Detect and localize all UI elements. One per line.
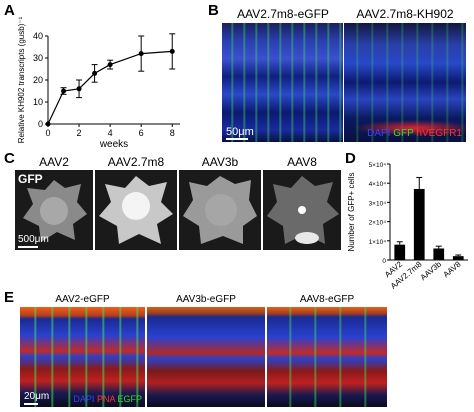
flatmount-aav2: GFP 500μm xyxy=(15,170,93,250)
scale-bar-e xyxy=(24,403,38,405)
stain-label-c: GFP xyxy=(18,172,43,186)
flatmount-aav27m8-shape xyxy=(99,176,173,244)
legend-e: DAPI PNA EGFP xyxy=(73,394,142,404)
y-tick-label-a: 10 xyxy=(33,97,43,107)
legend-b: DAPI GFP hVEGFR1 xyxy=(367,128,462,139)
micrograph-b-egfp: 50μm xyxy=(222,23,343,142)
scale-label-e: 20μm xyxy=(24,391,50,402)
y-tick-label-d: 4×10⁴ xyxy=(369,181,387,188)
flatmount-aav2-shape xyxy=(23,180,87,242)
panel-e-title-1: AAV2-eGFP xyxy=(55,294,110,305)
data-point-a xyxy=(61,88,67,94)
legend-e-pna: PNA xyxy=(96,394,115,404)
panel-e-title-3: AAV8-eGFP xyxy=(299,294,355,305)
x-tick-label-a: 4 xyxy=(108,128,113,138)
y-axis-label-d: Number of GFP+ cells xyxy=(347,173,356,252)
micrograph-e-aav8 xyxy=(267,307,387,407)
y-tick-label-d: 1×10⁴ xyxy=(369,239,387,246)
data-point-a xyxy=(138,51,144,57)
panel-c-title-3: AAV3b xyxy=(201,155,239,169)
x-tick-label-a: 6 xyxy=(139,128,144,138)
flatmount-aav8 xyxy=(263,170,341,250)
legend-b-dapi: DAPI xyxy=(367,128,391,139)
panel-c-title-1: AAV2 xyxy=(39,155,69,169)
data-point-a xyxy=(92,70,98,76)
panel-b-left-title: AAV2.7m8-eGFP xyxy=(237,7,329,21)
panel-c-title-2: AAV2.7m8 xyxy=(107,155,165,169)
panel-letter-a: A xyxy=(4,2,15,19)
scale-label-b: 50μm xyxy=(226,126,254,138)
y-tick-label-a: 30 xyxy=(33,53,43,63)
chart-a-line: 0 2 4 6 8 0 10 20 30 40 weeks Relative KH902 transc… xyxy=(17,16,180,150)
panel-letter-e: E xyxy=(4,289,15,306)
x-tick-label-a: 0 xyxy=(45,128,50,138)
bar-d xyxy=(394,244,406,260)
scale-bar-c xyxy=(18,246,38,248)
x-tick-label-a: 2 xyxy=(77,128,82,138)
y-axis-label-a: Relative KH902 transcripts (gusb)⁻¹ xyxy=(17,16,26,143)
y-tick-label-a: 0 xyxy=(38,119,43,129)
panel-letter-b: B xyxy=(208,2,219,19)
legend-b-gfp: GFP xyxy=(393,128,414,139)
micrograph-e-aav2: 20μm DAPI PNA EGFP xyxy=(20,307,145,407)
panel-e-title-2: AAV3b-eGFP xyxy=(176,294,236,305)
chart-d-bar: 0 1×10⁴ 2×10⁴ 3×10⁴ 4×10⁴ 5×10⁴ Number of GFP+… xyxy=(347,162,468,290)
micrograph-b-kh902: DAPI GFP hVEGFR1 xyxy=(344,23,466,142)
y-tick-label-d: 0 xyxy=(382,258,386,265)
data-point-a xyxy=(76,86,82,92)
bar-d xyxy=(433,248,445,260)
scale-bar-b xyxy=(226,138,248,140)
panel-b-right-title: AAV2.7m8-KH902 xyxy=(356,7,454,21)
x-tick-label-a: 8 xyxy=(170,128,175,138)
y-tick-label-d: 5×10⁴ xyxy=(369,162,387,169)
panel-letter-d: D xyxy=(345,150,356,167)
x-axis-label-a: weeks xyxy=(99,139,128,150)
scale-label-c: 500μm xyxy=(18,234,49,245)
data-point-a xyxy=(45,121,51,127)
flatmount-aav27m8 xyxy=(95,170,177,250)
x-tick-label-d: AAV8 xyxy=(442,259,463,279)
bar-d xyxy=(452,256,464,260)
flatmount-aav8-shape xyxy=(267,176,339,244)
y-tick-label-d: 3×10⁴ xyxy=(369,200,387,207)
legend-b-vegfr1: hVEGFR1 xyxy=(416,128,462,139)
bar-d xyxy=(413,188,425,260)
y-tick-label-d: 2×10⁴ xyxy=(369,220,387,227)
panel-letter-c: C xyxy=(4,150,15,167)
panel-c-title-4: AAV8 xyxy=(287,155,317,169)
x-tick-label-d: AAV3b xyxy=(419,259,444,282)
flatmount-aav3b-shape xyxy=(183,176,257,244)
y-tick-label-a: 20 xyxy=(33,75,43,85)
legend-e-dapi: DAPI xyxy=(73,394,95,404)
legend-e-egfp: EGFP xyxy=(117,394,142,404)
data-point-a xyxy=(169,48,175,54)
flatmount-aav3b xyxy=(179,170,261,250)
micrograph-e-aav3b xyxy=(147,307,265,407)
y-tick-label-a: 40 xyxy=(33,31,43,41)
data-point-a xyxy=(107,62,113,68)
